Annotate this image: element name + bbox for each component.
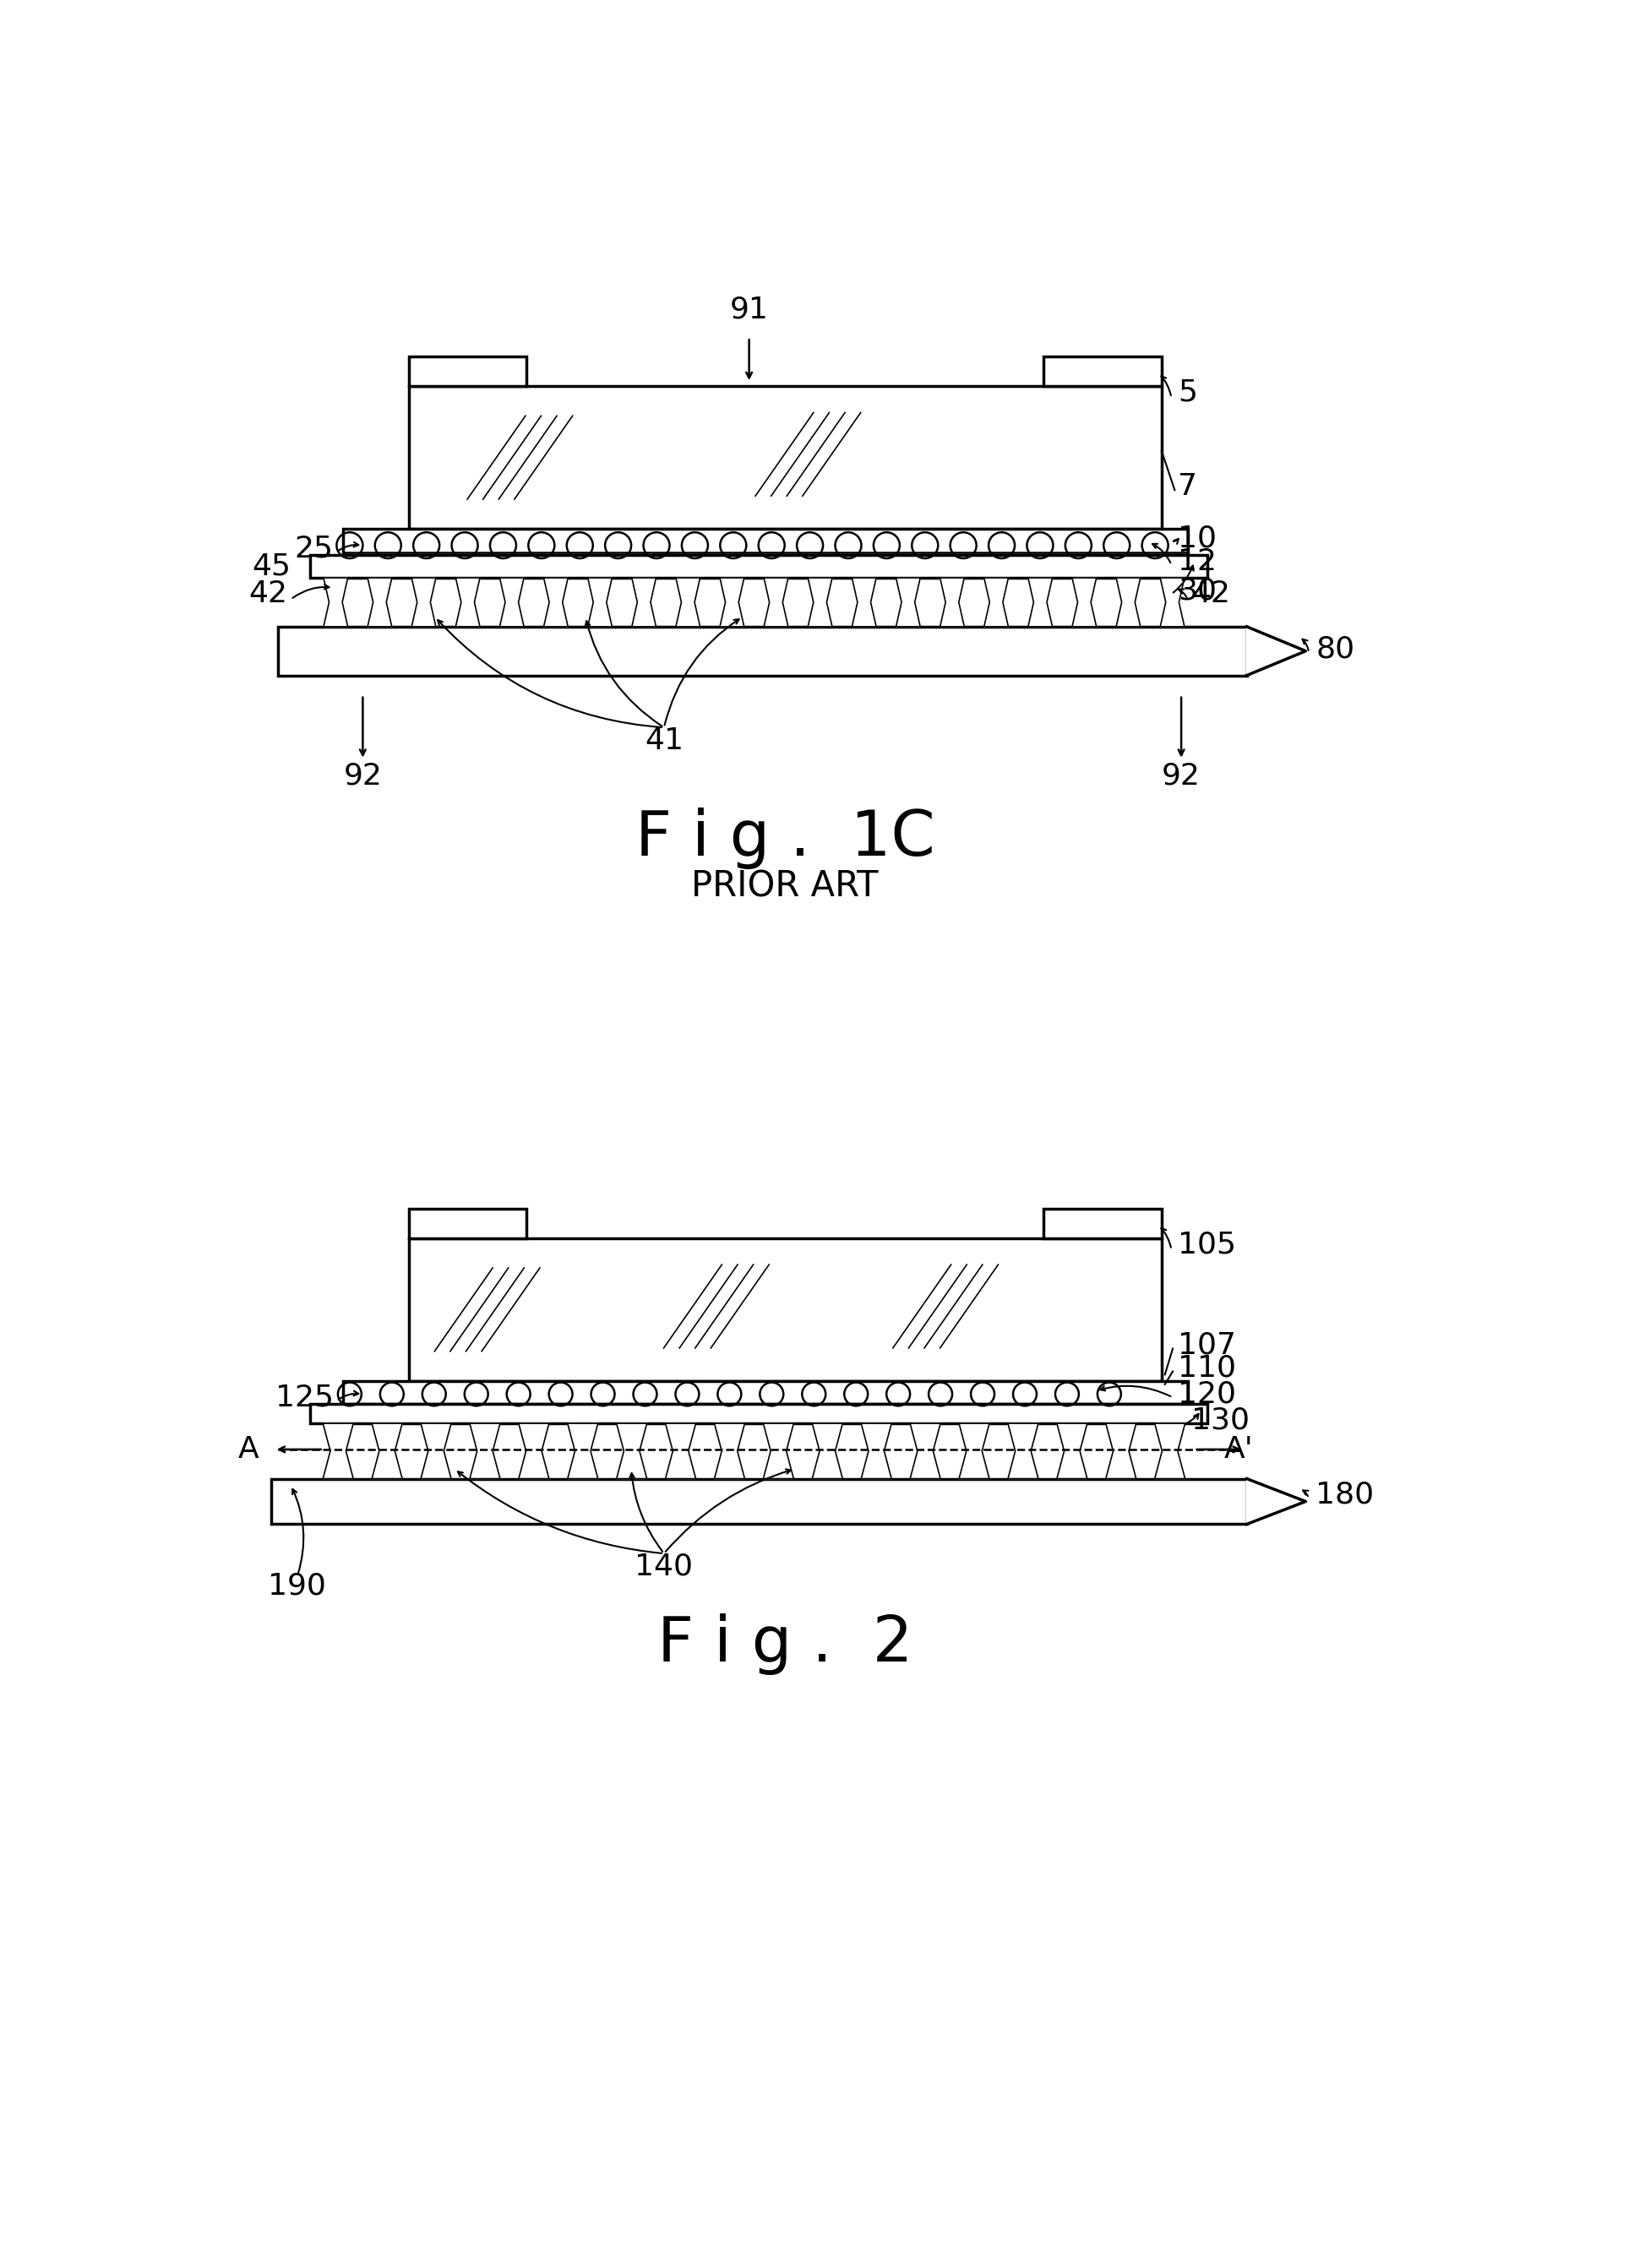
Text: 42: 42	[1191, 581, 1230, 608]
Polygon shape	[411, 578, 436, 626]
Polygon shape	[763, 1424, 793, 1479]
Bar	[344, 1381, 1188, 1404]
Polygon shape	[808, 578, 832, 626]
Text: 110: 110	[1178, 1354, 1237, 1383]
Text: F i g .  1C: F i g . 1C	[635, 807, 934, 869]
Polygon shape	[984, 578, 1008, 626]
Polygon shape	[1247, 626, 1306, 676]
Text: 91: 91	[730, 295, 768, 324]
Bar	[1045, 356, 1161, 386]
Polygon shape	[1160, 578, 1184, 626]
Polygon shape	[763, 578, 788, 626]
Text: 190: 190	[268, 1572, 326, 1601]
Polygon shape	[1073, 578, 1096, 626]
Bar	[408, 386, 1161, 528]
Bar	[278, 626, 1247, 676]
Polygon shape	[852, 578, 877, 626]
Polygon shape	[862, 1424, 892, 1479]
Polygon shape	[324, 578, 347, 626]
Polygon shape	[617, 1424, 646, 1479]
Polygon shape	[1056, 1424, 1087, 1479]
Polygon shape	[421, 1424, 451, 1479]
Text: F i g .  2: F i g . 2	[658, 1615, 913, 1676]
Polygon shape	[500, 578, 523, 626]
Text: 12: 12	[1178, 547, 1217, 576]
Text: 42: 42	[248, 581, 288, 608]
Bar	[311, 556, 1207, 578]
Polygon shape	[1155, 1424, 1184, 1479]
Polygon shape	[568, 1424, 597, 1479]
Polygon shape	[632, 578, 656, 626]
Polygon shape	[322, 1424, 354, 1479]
Text: 80: 80	[1316, 635, 1354, 665]
Text: PRIOR ART: PRIOR ART	[691, 869, 878, 905]
Text: 140: 140	[635, 1551, 693, 1581]
Text: 41: 41	[645, 726, 683, 755]
Polygon shape	[587, 578, 612, 626]
Bar	[408, 1238, 1161, 1381]
Text: 25: 25	[294, 535, 334, 562]
Text: A: A	[239, 1436, 258, 1463]
Bar	[408, 1209, 526, 1238]
Text: 107: 107	[1178, 1331, 1237, 1361]
Polygon shape	[959, 1424, 989, 1479]
Polygon shape	[470, 1424, 500, 1479]
Text: 92: 92	[1161, 762, 1201, 792]
Polygon shape	[721, 578, 744, 626]
Text: 105: 105	[1178, 1229, 1237, 1259]
Polygon shape	[1008, 1424, 1038, 1479]
Text: 130: 130	[1191, 1406, 1250, 1433]
Text: 180: 180	[1316, 1481, 1374, 1508]
Polygon shape	[1028, 578, 1053, 626]
Bar	[344, 528, 1188, 556]
Text: 92: 92	[344, 762, 382, 792]
Polygon shape	[1247, 1479, 1306, 1524]
Polygon shape	[1105, 1424, 1137, 1479]
Polygon shape	[518, 1424, 549, 1479]
Polygon shape	[367, 578, 392, 626]
Text: 5: 5	[1178, 379, 1198, 406]
Text: A': A'	[1224, 1436, 1253, 1463]
Bar	[311, 1404, 1207, 1424]
Polygon shape	[939, 578, 964, 626]
Polygon shape	[714, 1424, 745, 1479]
Bar	[271, 1479, 1247, 1524]
Text: 7: 7	[1178, 472, 1198, 501]
Polygon shape	[544, 578, 568, 626]
Text: 30: 30	[1178, 576, 1217, 606]
Polygon shape	[813, 1424, 842, 1479]
Polygon shape	[372, 1424, 403, 1479]
Bar	[1045, 1209, 1161, 1238]
Bar	[408, 356, 526, 386]
Polygon shape	[897, 578, 920, 626]
Polygon shape	[910, 1424, 941, 1479]
Polygon shape	[1117, 578, 1140, 626]
Text: 120: 120	[1178, 1379, 1237, 1408]
Text: 125: 125	[275, 1383, 334, 1411]
Text: 45: 45	[252, 551, 291, 581]
Polygon shape	[666, 1424, 696, 1479]
Text: 10: 10	[1178, 524, 1217, 553]
Polygon shape	[456, 578, 480, 626]
Polygon shape	[676, 578, 701, 626]
